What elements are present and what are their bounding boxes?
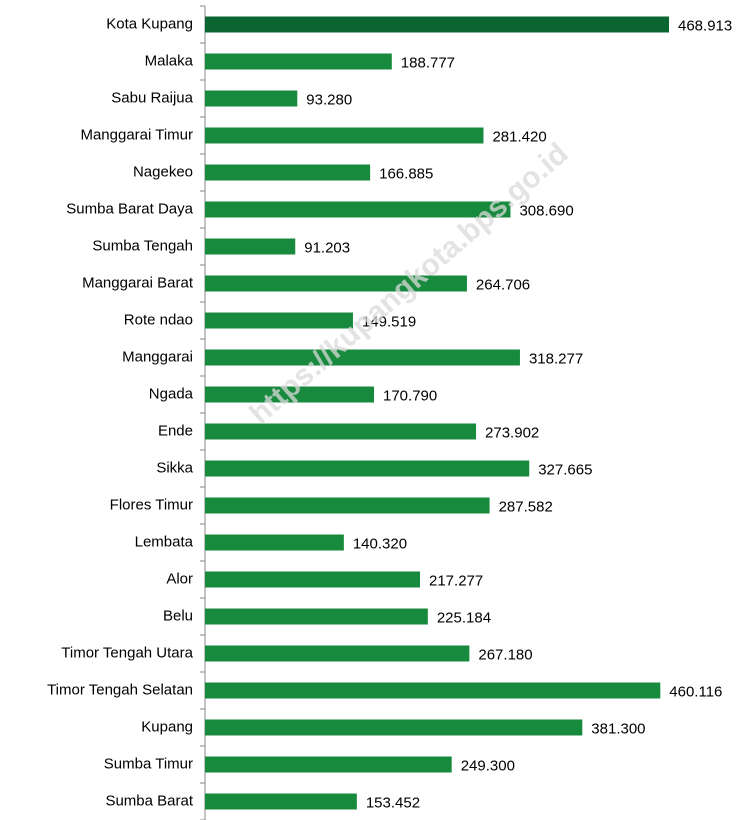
y-tick-label: Sumba Barat Daya: [66, 200, 193, 217]
y-tick-label: Ngada: [149, 385, 194, 402]
value-label: 153.452: [366, 794, 420, 811]
bar: [205, 682, 661, 699]
value-label: 166.885: [379, 165, 433, 182]
value-label: 91.203: [304, 239, 350, 256]
y-tick-label: Sabu Raijua: [111, 89, 193, 106]
value-label: 188.777: [401, 54, 455, 71]
value-label: 217.277: [429, 572, 483, 589]
plot-area: Kota Kupang 468.913 Malaka 188.777 Sabu Raij…: [47, 5, 732, 820]
bar: [205, 312, 353, 329]
value-label: 225.184: [437, 609, 491, 626]
value-label: 318.277: [529, 350, 583, 367]
value-label: 93.280: [306, 91, 352, 108]
y-tick-label: Kupang: [141, 718, 193, 735]
bar: [205, 719, 583, 736]
bar: [205, 238, 296, 255]
y-tick-label: Kota Kupang: [106, 15, 193, 32]
y-tick-label: Rote ndao: [124, 311, 193, 328]
bar: [205, 645, 470, 662]
y-tick-label: Manggarai Timur: [80, 126, 193, 143]
value-label: 170.790: [383, 387, 437, 404]
value-label: 273.902: [485, 424, 539, 441]
bar: [205, 201, 511, 218]
bar: [205, 460, 530, 477]
value-label: 460.116: [669, 683, 722, 700]
value-label: 468.913: [678, 17, 732, 34]
y-tick-label: Sumba Tengah: [92, 237, 193, 254]
y-tick-label: Manggarai: [122, 348, 193, 365]
bar: [205, 349, 520, 366]
bar: [205, 90, 298, 107]
bar: [205, 16, 669, 33]
bar: [205, 386, 375, 403]
value-label: 308.690: [519, 202, 573, 219]
y-tick-label: Timor Tengah Selatan: [47, 681, 193, 698]
y-tick-label: Alor: [166, 570, 193, 587]
value-label: 264.706: [476, 276, 530, 293]
bar: [205, 756, 452, 773]
y-tick-label: Flores Timur: [110, 496, 193, 513]
bar: [205, 53, 392, 70]
y-tick-label: Malaka: [145, 52, 194, 69]
bar: [205, 608, 428, 625]
value-label: 267.180: [478, 646, 532, 663]
bar: [205, 571, 421, 588]
bar: [205, 127, 484, 144]
bar: [205, 534, 344, 551]
y-tick-label: Sumba Timur: [104, 755, 193, 772]
value-label: 249.300: [461, 757, 515, 774]
value-label: 381.300: [591, 720, 645, 737]
bar: [205, 793, 357, 810]
value-label: 140.320: [353, 535, 407, 552]
y-tick-label: Nagekeo: [133, 163, 193, 180]
y-tick-label: Manggarai Barat: [82, 274, 194, 291]
bar: [205, 164, 371, 181]
value-label: 281.420: [492, 128, 546, 145]
y-tick-label: Lembata: [135, 533, 194, 550]
bar: [205, 275, 467, 292]
value-label: 149.519: [362, 313, 416, 330]
bar: [205, 497, 490, 514]
y-tick-label: Sumba Barat: [105, 792, 193, 809]
y-tick-label: Belu: [163, 607, 193, 624]
value-label: 287.582: [499, 498, 553, 515]
y-tick-label: Ende: [158, 422, 193, 439]
value-label: 327.665: [538, 461, 592, 478]
bar: [205, 423, 477, 440]
y-tick-label: Sikka: [156, 459, 193, 476]
y-tick-label: Timor Tengah Utara: [61, 644, 193, 661]
